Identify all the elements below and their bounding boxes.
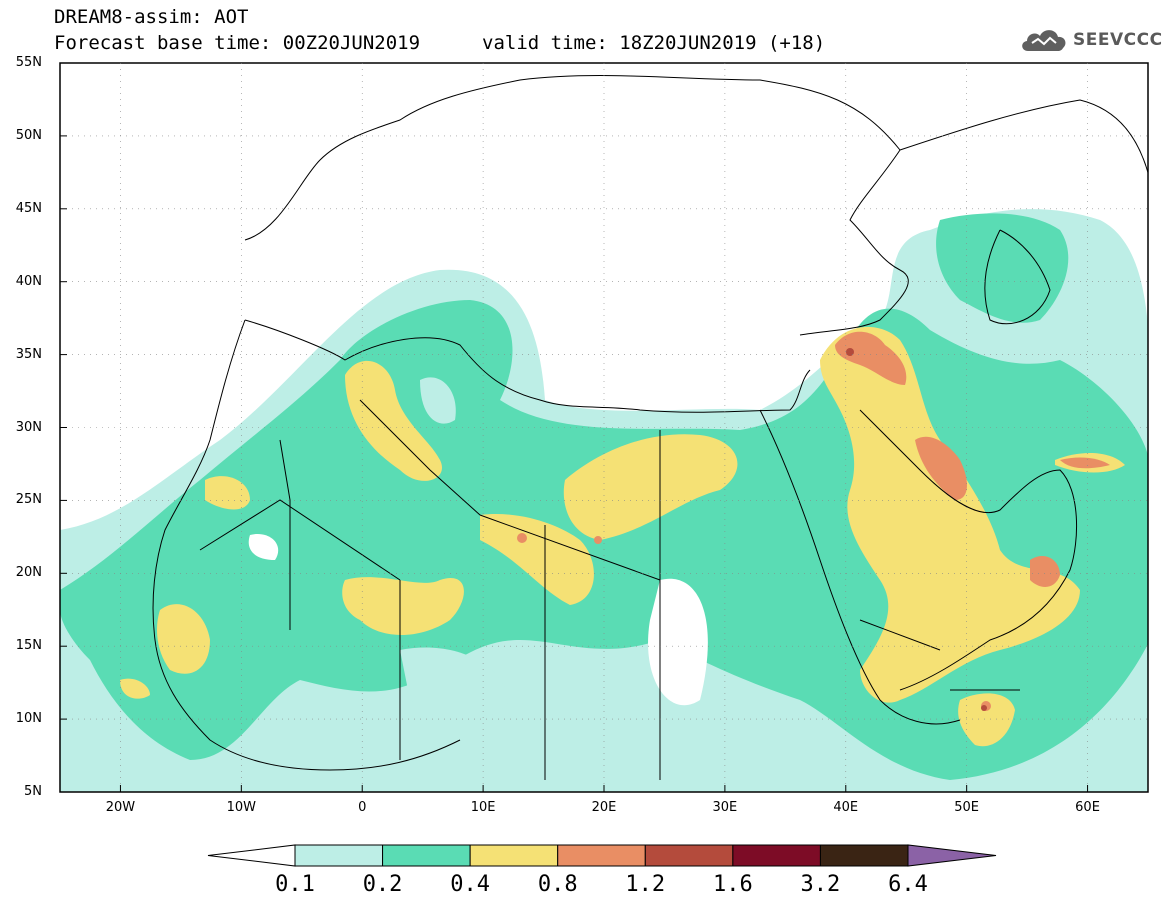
lat-label: 15N <box>15 638 42 654</box>
colorbar-box <box>732 844 821 867</box>
lon-label: 20E <box>591 800 617 815</box>
colorbar-level-label: 3.2 <box>800 872 841 897</box>
lat-label: 25N <box>15 492 42 508</box>
colorbar-level-label: 0.1 <box>275 872 315 897</box>
colorbar-level-label: 0.2 <box>362 872 403 897</box>
colorbar-box <box>469 844 559 867</box>
lat-label: 5N <box>24 784 42 799</box>
lon-label: 0 <box>358 800 367 815</box>
colorbar-over-arrow <box>907 844 997 867</box>
lon-label: 60E <box>1075 800 1100 815</box>
cloud-icon <box>1022 30 1066 51</box>
colorbar-box <box>382 844 471 867</box>
colorbar-level-label: 1.6 <box>712 872 753 897</box>
colorbar-level-label: 6.4 <box>888 872 928 897</box>
lat-label: 35N <box>15 346 42 362</box>
logo-text: SEEVCCC <box>1073 30 1163 50</box>
colorbar-box <box>819 844 909 867</box>
map-title: DREAM8-assim: AOT <box>54 6 249 28</box>
coastlines <box>152 75 1148 780</box>
lat-label: 10N <box>15 711 42 727</box>
lat-label: 45N <box>15 200 42 216</box>
lat-label: 55N <box>15 55 42 70</box>
colorbar-box <box>557 844 646 867</box>
graticule <box>60 63 1148 792</box>
colorbar-level-label: 0.4 <box>450 872 491 897</box>
lat-label: 50N <box>15 127 42 143</box>
seevccc-logo: SEEVCCC <box>1018 24 1163 56</box>
valid-time: valid time: 18Z20JUN2019 (+18) <box>482 32 826 54</box>
colorbar-level-label: 0.8 <box>537 872 578 897</box>
colorbar-box <box>294 844 384 867</box>
lat-label: 40N <box>15 273 42 289</box>
lon-label: 40E <box>833 800 859 815</box>
colorbar-box <box>644 844 734 867</box>
lon-label: 10W <box>226 800 257 815</box>
axis-ticks <box>60 62 1089 793</box>
lon-label: 10E <box>470 800 496 815</box>
lon-label: 20W <box>105 800 136 815</box>
lat-label: 20N <box>15 565 42 581</box>
base-time: Forecast base time: 00Z20JUN2019 <box>54 32 421 54</box>
colorbar-under-arrow <box>207 844 296 867</box>
lon-label: 50E <box>954 800 980 815</box>
lat-label: 30N <box>15 419 42 435</box>
lon-label: 30E <box>712 800 738 815</box>
colorbar-level-label: 1.2 <box>625 872 666 897</box>
